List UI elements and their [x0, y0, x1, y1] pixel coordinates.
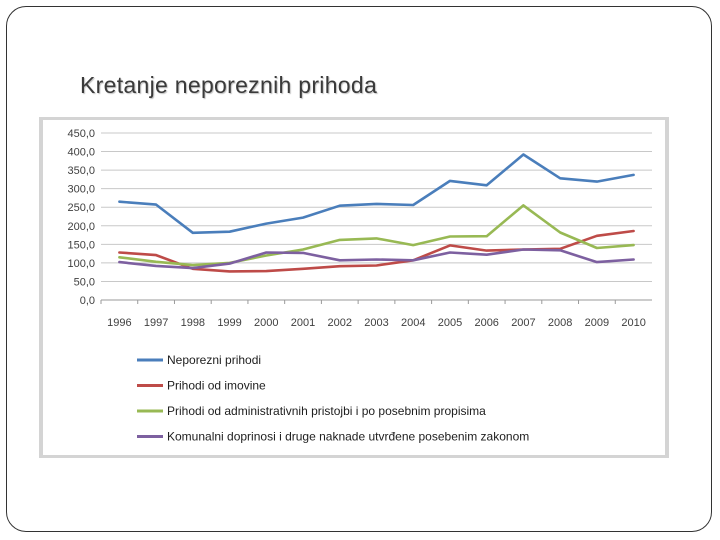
y-tick-label: 400,0 [67, 147, 95, 159]
chart-container: 0,0 50,0 100,0 150,0 200,0 250,0 300,0 350,0 400… [39, 117, 669, 458]
y-axis: 0,0 50,0 100,0 150,0 200,0 250,0 300,0 350,0 400… [67, 128, 95, 307]
legend-label: Prihodi od imovine [167, 379, 266, 393]
x-tick-label: 1996 [107, 317, 131, 329]
legend: Neporezni prihodi Prihodi od imovine Priho… [137, 353, 529, 444]
x-tick-label: 2000 [254, 317, 278, 329]
series-line-1 [118, 153, 635, 235]
chart-area: 0,0 50,0 100,0 150,0 200,0 250,0 300,0 350,0 400… [43, 120, 665, 455]
slide-title: Kretanje neporeznih prihoda [80, 72, 378, 98]
x-tick-label: 2004 [401, 317, 425, 329]
legend-label: Prihodi od administrativnih pristojbi i … [167, 404, 486, 418]
y-tick-label: 450,0 [67, 128, 95, 140]
series-lines [118, 153, 635, 273]
series-line-4 [118, 248, 635, 270]
y-tick-label: 100,0 [67, 258, 95, 270]
y-tick-label: 350,0 [67, 165, 95, 177]
x-tick-label: 2007 [511, 317, 535, 329]
x-tick-label: 2008 [548, 317, 572, 329]
series-line-3 [118, 204, 635, 267]
x-tick-label: 2005 [438, 317, 462, 329]
y-tick-label: 50,0 [74, 276, 95, 288]
x-tick-label: 2009 [585, 317, 609, 329]
gridlines [101, 132, 652, 301]
legend-label: Neporezni prihodi [167, 353, 261, 367]
line-chart: 0,0 50,0 100,0 150,0 200,0 250,0 300,0 350,0 400… [67, 128, 652, 444]
x-tick-label: 2003 [364, 317, 388, 329]
y-tick-label: 300,0 [67, 184, 95, 196]
x-tick-label: 2001 [291, 317, 315, 329]
y-tick-label: 0,0 [80, 295, 95, 307]
x-tick-label: 1997 [144, 317, 168, 329]
x-tick-label: 1999 [217, 317, 241, 329]
x-tick-label: 1998 [181, 317, 205, 329]
legend-label: Komunalni doprinosi i druge naknade utvr… [167, 430, 529, 444]
x-tick-label: 2010 [621, 317, 645, 329]
x-tick-label: 2006 [474, 317, 498, 329]
y-tick-label: 250,0 [67, 202, 95, 214]
x-tick-label: 2002 [328, 317, 352, 329]
y-tick-label: 150,0 [67, 239, 95, 251]
y-tick-label: 200,0 [67, 221, 95, 233]
x-axis: 1996 1997 1998 1999 2000 2001 2002 2003 2004 2005… [100, 300, 646, 329]
